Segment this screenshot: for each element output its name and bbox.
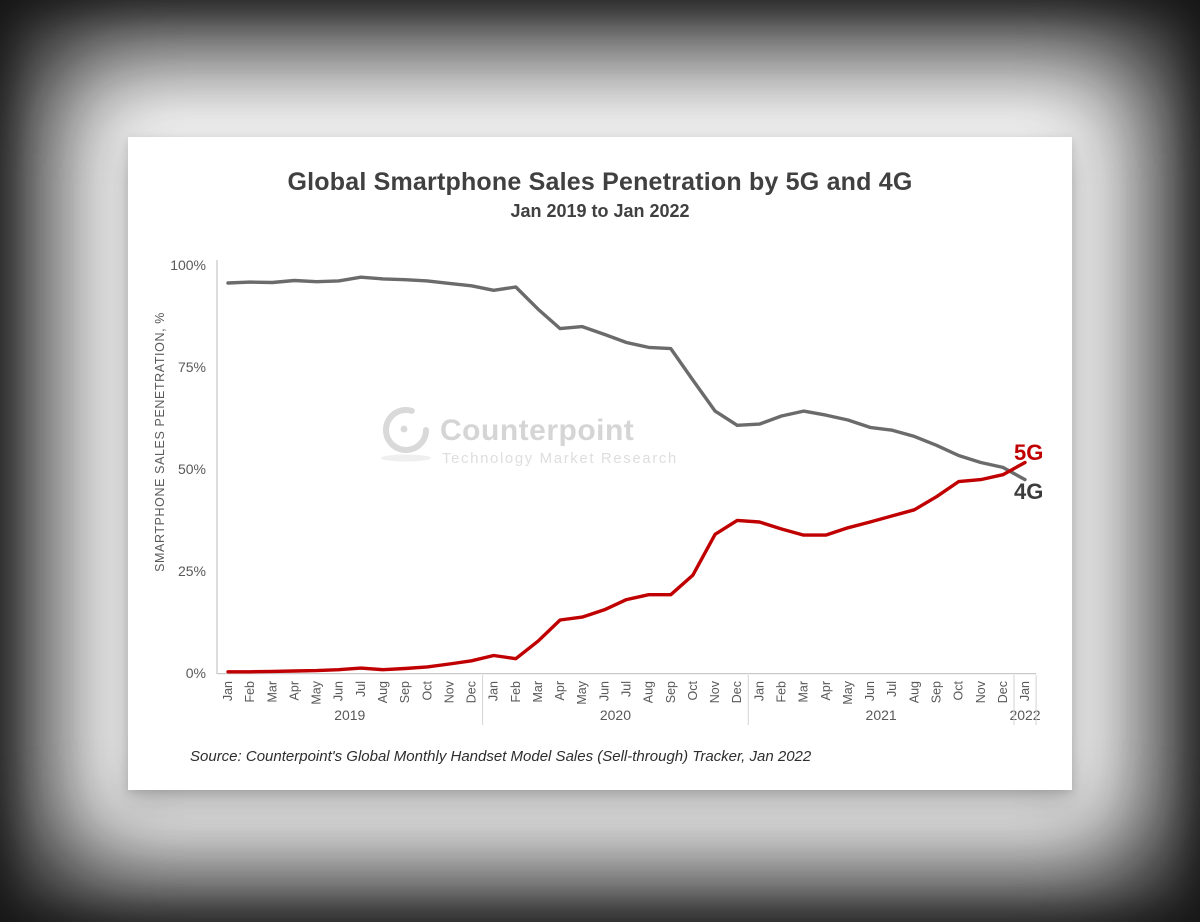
x-year-label: 2020 [600, 707, 631, 723]
source-note: Source: Counterpoint's Global Monthly Ha… [190, 748, 812, 765]
logo-shadow [381, 454, 431, 462]
x-month-label: Jun [863, 681, 877, 701]
counterpoint-logo-ring-icon [383, 407, 429, 453]
counterpoint-logo-dot-icon [400, 425, 408, 433]
x-month-label: Jan [1018, 681, 1032, 701]
x-month-label: Sep [398, 681, 412, 703]
chart-card: Global Smartphone Sales Penetration by 5… [128, 137, 1072, 790]
axes: 0% 25% 50% 75% 100% SMARTPHONE SALES PENETRAT… [153, 257, 1037, 681]
x-month-label: Aug [907, 681, 921, 703]
y-tick-label: 75% [178, 359, 206, 375]
x-month-label: Feb [775, 681, 789, 703]
watermark-name: Counterpoint [440, 414, 634, 447]
x-month-label: Jan [487, 681, 501, 701]
x-year-label: 2021 [866, 707, 897, 723]
x-month-label: Jan [221, 681, 235, 701]
x-month-label: Aug [642, 681, 656, 703]
counterpoint-watermark: Counterpoint Technology Market Research [381, 407, 678, 467]
x-month-label: Oct [420, 680, 434, 700]
x-month-label: May [841, 680, 855, 704]
x-month-label: Nov [708, 680, 722, 703]
x-month-label: Dec [996, 681, 1010, 703]
x-month-label: Oct [952, 680, 966, 700]
x-month-label: Apr [287, 681, 301, 700]
y-tick-label: 100% [170, 257, 206, 273]
x-month-label: Jul [885, 681, 899, 697]
x-month-label: Oct [686, 680, 700, 700]
x-month-label: Apr [819, 681, 833, 700]
x-month-label: Apr [553, 681, 567, 700]
x-month-label: Nov [442, 680, 456, 703]
x-month-label: Jul [354, 681, 368, 697]
x-month-label: Jan [752, 681, 766, 701]
x-month-label: Jun [332, 681, 346, 701]
y-tick-label: 25% [178, 563, 206, 579]
x-month-label: May [575, 680, 589, 704]
x-month-label: Nov [974, 680, 988, 703]
x-month-label: Feb [243, 681, 257, 703]
chart-title: Global Smartphone Sales Penetration by 5… [287, 168, 913, 196]
series-line-4g [226, 275, 1027, 482]
series-line-5g [226, 460, 1027, 674]
x-month-label: Sep [929, 681, 943, 703]
year-labels: 2019 2020 2021 2022 [334, 675, 1041, 725]
y-tick-label: 50% [178, 461, 206, 477]
y-tick-label: 0% [186, 665, 206, 681]
x-month-label: Mar [265, 681, 279, 703]
watermark-tagline: Technology Market Research [442, 450, 678, 467]
x-month-label: Feb [509, 681, 523, 703]
x-month-label: Mar [531, 681, 545, 703]
x-month-label: May [310, 680, 324, 704]
y-axis-title: SMARTPHONE SALES PENETRATION, % [153, 312, 167, 572]
x-month-label: Dec [465, 681, 479, 703]
x-month-label: Dec [730, 681, 744, 703]
chart-subtitle: Jan 2019 to Jan 2022 [510, 201, 690, 221]
x-month-label: Jul [620, 681, 634, 697]
series-end-label-4g: 4G [1014, 479, 1043, 504]
x-year-label: 2022 [1009, 707, 1040, 723]
x-month-label: Sep [664, 681, 678, 703]
x-month-label: Aug [376, 681, 390, 703]
series-end-label-5g: 5G [1014, 440, 1043, 465]
month-labels: Jan Feb Mar Apr May Jun Jul Aug Sep Oct Nov Dec Jan F… [221, 680, 1032, 704]
x-year-label: 2019 [334, 707, 365, 723]
x-month-label: Mar [797, 681, 811, 703]
x-month-label: Jun [597, 681, 611, 701]
